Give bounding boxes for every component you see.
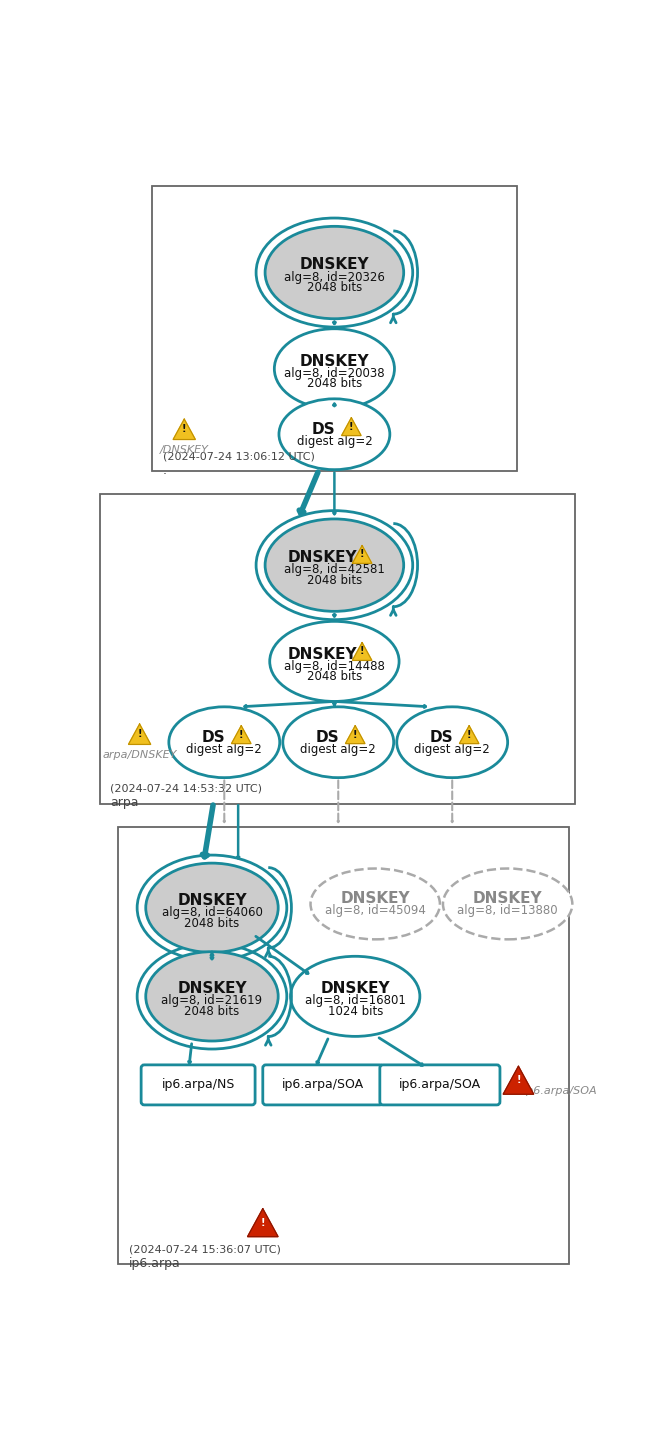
Ellipse shape (265, 227, 404, 319)
Text: 2048 bits: 2048 bits (307, 376, 362, 389)
FancyBboxPatch shape (100, 494, 576, 803)
Text: digest alg=2: digest alg=2 (296, 435, 372, 448)
Polygon shape (342, 418, 361, 435)
Text: DNSKEY: DNSKEY (320, 981, 390, 996)
Ellipse shape (146, 951, 279, 1040)
Text: !: ! (182, 424, 187, 434)
Text: 2048 bits: 2048 bits (307, 670, 362, 683)
Ellipse shape (146, 864, 279, 953)
Text: alg=8, id=42581: alg=8, id=42581 (284, 563, 385, 576)
Ellipse shape (443, 868, 572, 940)
FancyBboxPatch shape (152, 187, 517, 471)
Text: DS: DS (430, 730, 453, 746)
Text: !: ! (360, 549, 364, 559)
FancyBboxPatch shape (141, 1065, 255, 1105)
Text: !: ! (467, 730, 471, 740)
Text: .: . (162, 464, 167, 477)
Text: 2048 bits: 2048 bits (184, 917, 240, 930)
Polygon shape (248, 1209, 278, 1237)
Text: ip6.arpa/NS: ip6.arpa/NS (162, 1078, 235, 1091)
Polygon shape (345, 726, 365, 743)
Text: !: ! (137, 729, 142, 739)
Text: ip6.arpa: ip6.arpa (129, 1256, 181, 1270)
Text: DNSKEY: DNSKEY (177, 892, 247, 908)
Ellipse shape (275, 329, 395, 410)
FancyBboxPatch shape (263, 1065, 383, 1105)
Text: 2048 bits: 2048 bits (307, 282, 362, 295)
Ellipse shape (290, 956, 420, 1036)
Text: DNSKEY: DNSKEY (341, 891, 410, 907)
Text: alg=8, id=21619: alg=8, id=21619 (162, 994, 263, 1007)
Text: 1024 bits: 1024 bits (327, 1006, 383, 1019)
Text: DNSKEY: DNSKEY (300, 257, 369, 273)
Text: DNSKEY: DNSKEY (287, 647, 357, 662)
Text: !: ! (516, 1075, 521, 1085)
Ellipse shape (282, 707, 393, 777)
Text: digest alg=2: digest alg=2 (300, 743, 376, 756)
Text: digest alg=2: digest alg=2 (414, 743, 490, 756)
Ellipse shape (270, 621, 399, 701)
Text: 2048 bits: 2048 bits (184, 1006, 240, 1019)
Text: ip6.arpa/SOA: ip6.arpa/SOA (399, 1078, 481, 1091)
Text: alg=8, id=20326: alg=8, id=20326 (284, 270, 385, 283)
Polygon shape (503, 1066, 534, 1094)
Polygon shape (352, 546, 372, 563)
Text: !: ! (239, 730, 244, 740)
Polygon shape (352, 642, 372, 661)
Text: alg=8, id=64060: alg=8, id=64060 (162, 905, 263, 918)
Text: (2024-07-24 14:53:32 UTC): (2024-07-24 14:53:32 UTC) (110, 783, 262, 793)
Text: 2048 bits: 2048 bits (307, 573, 362, 588)
Text: !: ! (360, 647, 364, 657)
Text: !: ! (261, 1217, 265, 1227)
Text: (2024-07-24 15:36:07 UTC): (2024-07-24 15:36:07 UTC) (129, 1244, 280, 1255)
Ellipse shape (397, 707, 508, 777)
Text: arpa/DNSKEY: arpa/DNSKEY (102, 750, 177, 760)
Text: DNSKEY: DNSKEY (300, 355, 369, 369)
FancyBboxPatch shape (380, 1065, 500, 1105)
Text: (2024-07-24 13:06:12 UTC): (2024-07-24 13:06:12 UTC) (162, 451, 315, 461)
Ellipse shape (279, 399, 390, 470)
Polygon shape (173, 420, 195, 440)
Text: !: ! (349, 421, 354, 431)
Polygon shape (232, 726, 251, 743)
Text: !: ! (353, 730, 358, 740)
Text: digest alg=2: digest alg=2 (186, 743, 262, 756)
Text: DNSKEY: DNSKEY (287, 550, 357, 565)
Text: DNSKEY: DNSKEY (473, 891, 543, 907)
Text: alg=8, id=45094: alg=8, id=45094 (325, 904, 426, 917)
Text: DS: DS (315, 730, 339, 746)
Text: alg=8, id=13880: alg=8, id=13880 (457, 904, 558, 917)
Ellipse shape (310, 868, 440, 940)
Text: alg=8, id=20038: alg=8, id=20038 (284, 366, 385, 379)
Text: DNSKEY: DNSKEY (177, 981, 247, 996)
Text: DS: DS (312, 422, 335, 437)
Text: arpa: arpa (110, 796, 139, 809)
Text: DS: DS (202, 730, 225, 746)
Text: ip6.arpa/SOA: ip6.arpa/SOA (282, 1078, 364, 1091)
Text: alg=8, id=16801: alg=8, id=16801 (305, 994, 406, 1007)
Text: /DNSKEY: /DNSKEY (160, 444, 209, 454)
Text: ip6.arpa/SOA: ip6.arpa/SOA (524, 1086, 597, 1096)
Ellipse shape (265, 519, 404, 611)
Polygon shape (459, 726, 479, 743)
FancyBboxPatch shape (118, 826, 569, 1265)
Ellipse shape (169, 707, 280, 777)
Polygon shape (129, 724, 150, 744)
Text: alg=8, id=14488: alg=8, id=14488 (284, 660, 385, 673)
